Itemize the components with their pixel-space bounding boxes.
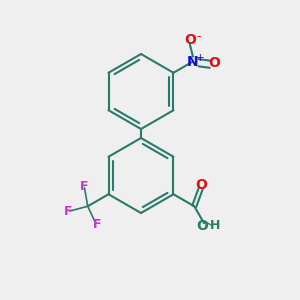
Text: O: O <box>196 218 208 233</box>
Text: F: F <box>80 180 89 193</box>
Text: -: - <box>196 30 201 43</box>
Text: N: N <box>187 55 199 68</box>
Text: +: + <box>196 53 205 63</box>
Text: F: F <box>93 218 101 231</box>
Text: O: O <box>195 178 207 192</box>
Text: O: O <box>184 33 196 47</box>
Text: F: F <box>64 205 73 218</box>
Text: O: O <box>208 56 220 70</box>
Text: H: H <box>210 219 220 232</box>
